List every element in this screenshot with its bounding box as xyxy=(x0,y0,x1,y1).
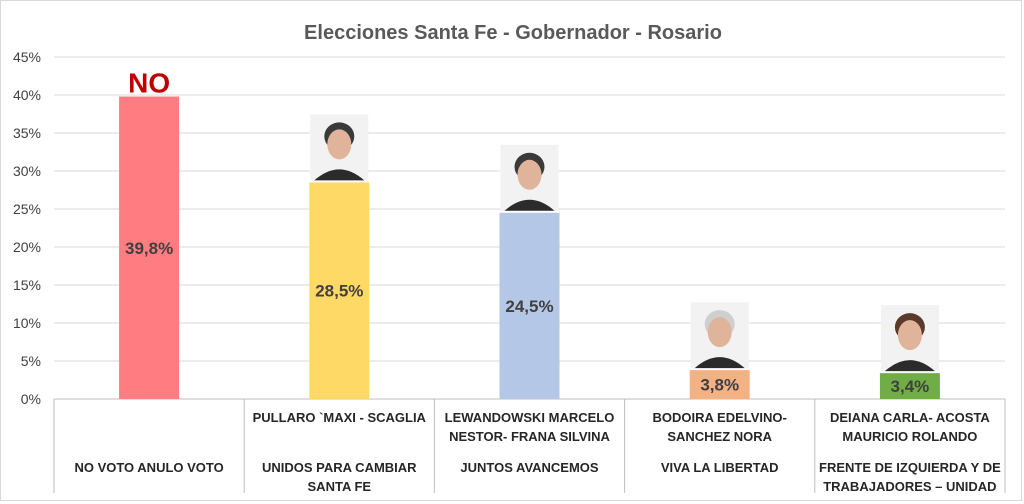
candidate-label: SANCHEZ NORA xyxy=(667,429,772,444)
data-labels: 39,8% 28,5% 24,5% 3,8% 3,4% NO xyxy=(125,68,929,397)
bar xyxy=(499,212,560,399)
data-label: 3,4% xyxy=(891,377,930,396)
y-tick-label: 30% xyxy=(13,163,41,179)
y-tick-label: 45% xyxy=(13,49,41,65)
portrait-shoulders xyxy=(504,199,555,211)
y-tick-label: 40% xyxy=(13,87,41,103)
portrait-face xyxy=(897,320,922,351)
candidate-portrait xyxy=(500,144,559,211)
portrait-face xyxy=(327,129,352,160)
portrait-face xyxy=(517,159,542,190)
y-tick-label: 5% xyxy=(21,353,41,369)
y-tick-label: 15% xyxy=(13,277,41,293)
candidate-label: DEIANA CARLA- ACOSTA xyxy=(830,410,990,425)
portrait-shoulders xyxy=(694,357,745,369)
candidate-label: NESTOR- FRANA SILVINA xyxy=(449,429,610,444)
chart-title: Elecciones Santa Fe - Gobernador - Rosar… xyxy=(304,22,722,44)
portrait-shoulders xyxy=(884,360,935,372)
y-tick-label: 0% xyxy=(21,391,41,407)
bar xyxy=(309,182,370,399)
candidate-label: PULLARO `MAXI - SCAGLIA xyxy=(253,410,427,425)
y-tick-label: 20% xyxy=(13,239,41,255)
data-label: 39,8% xyxy=(125,239,173,258)
candidate-portrait xyxy=(310,114,369,181)
party-label: UNIDOS PARA CAMBIAR xyxy=(262,460,417,475)
party-label: FRENTE DE IZQUIERDA Y DE xyxy=(819,460,1001,475)
bar xyxy=(879,373,940,399)
y-tick-label: 25% xyxy=(13,201,41,217)
candidate-label: MAURICIO ROLANDO xyxy=(842,429,977,444)
portraits xyxy=(310,114,939,372)
bars xyxy=(119,96,940,400)
candidate-portrait xyxy=(690,302,749,369)
bar xyxy=(119,96,180,400)
portrait-shoulders xyxy=(314,169,365,181)
portrait-face xyxy=(707,317,732,348)
data-label: 3,8% xyxy=(700,376,739,395)
candidate-label: BODOIRA EDELVINO- xyxy=(653,410,787,425)
bar-annotation: NO xyxy=(128,68,170,99)
party-label: JUNTOS AVANCEMOS xyxy=(460,460,599,475)
data-label: 24,5% xyxy=(505,297,553,316)
party-label: SANTA FE xyxy=(308,479,372,494)
y-axis-ticks: 0% 5% 10% 15% 20% 25% 30% 35% 40% 45% xyxy=(13,49,41,407)
y-tick-label: 10% xyxy=(13,315,41,331)
y-tick-label: 35% xyxy=(13,125,41,141)
party-label: TRABAJADORES – UNIDAD xyxy=(823,479,996,494)
party-label: NO VOTO ANULO VOTO xyxy=(74,460,223,475)
category-table: NO VOTO ANULO VOTO PULLARO `MAXI - SCAGLI… xyxy=(53,398,1006,494)
candidate-portrait xyxy=(880,305,939,372)
candidate-label: LEWANDOWSKI MARCELO xyxy=(445,410,615,425)
party-label: VIVA LA LIBERTAD xyxy=(661,460,779,475)
data-label: 28,5% xyxy=(315,282,363,301)
bar xyxy=(689,370,750,399)
